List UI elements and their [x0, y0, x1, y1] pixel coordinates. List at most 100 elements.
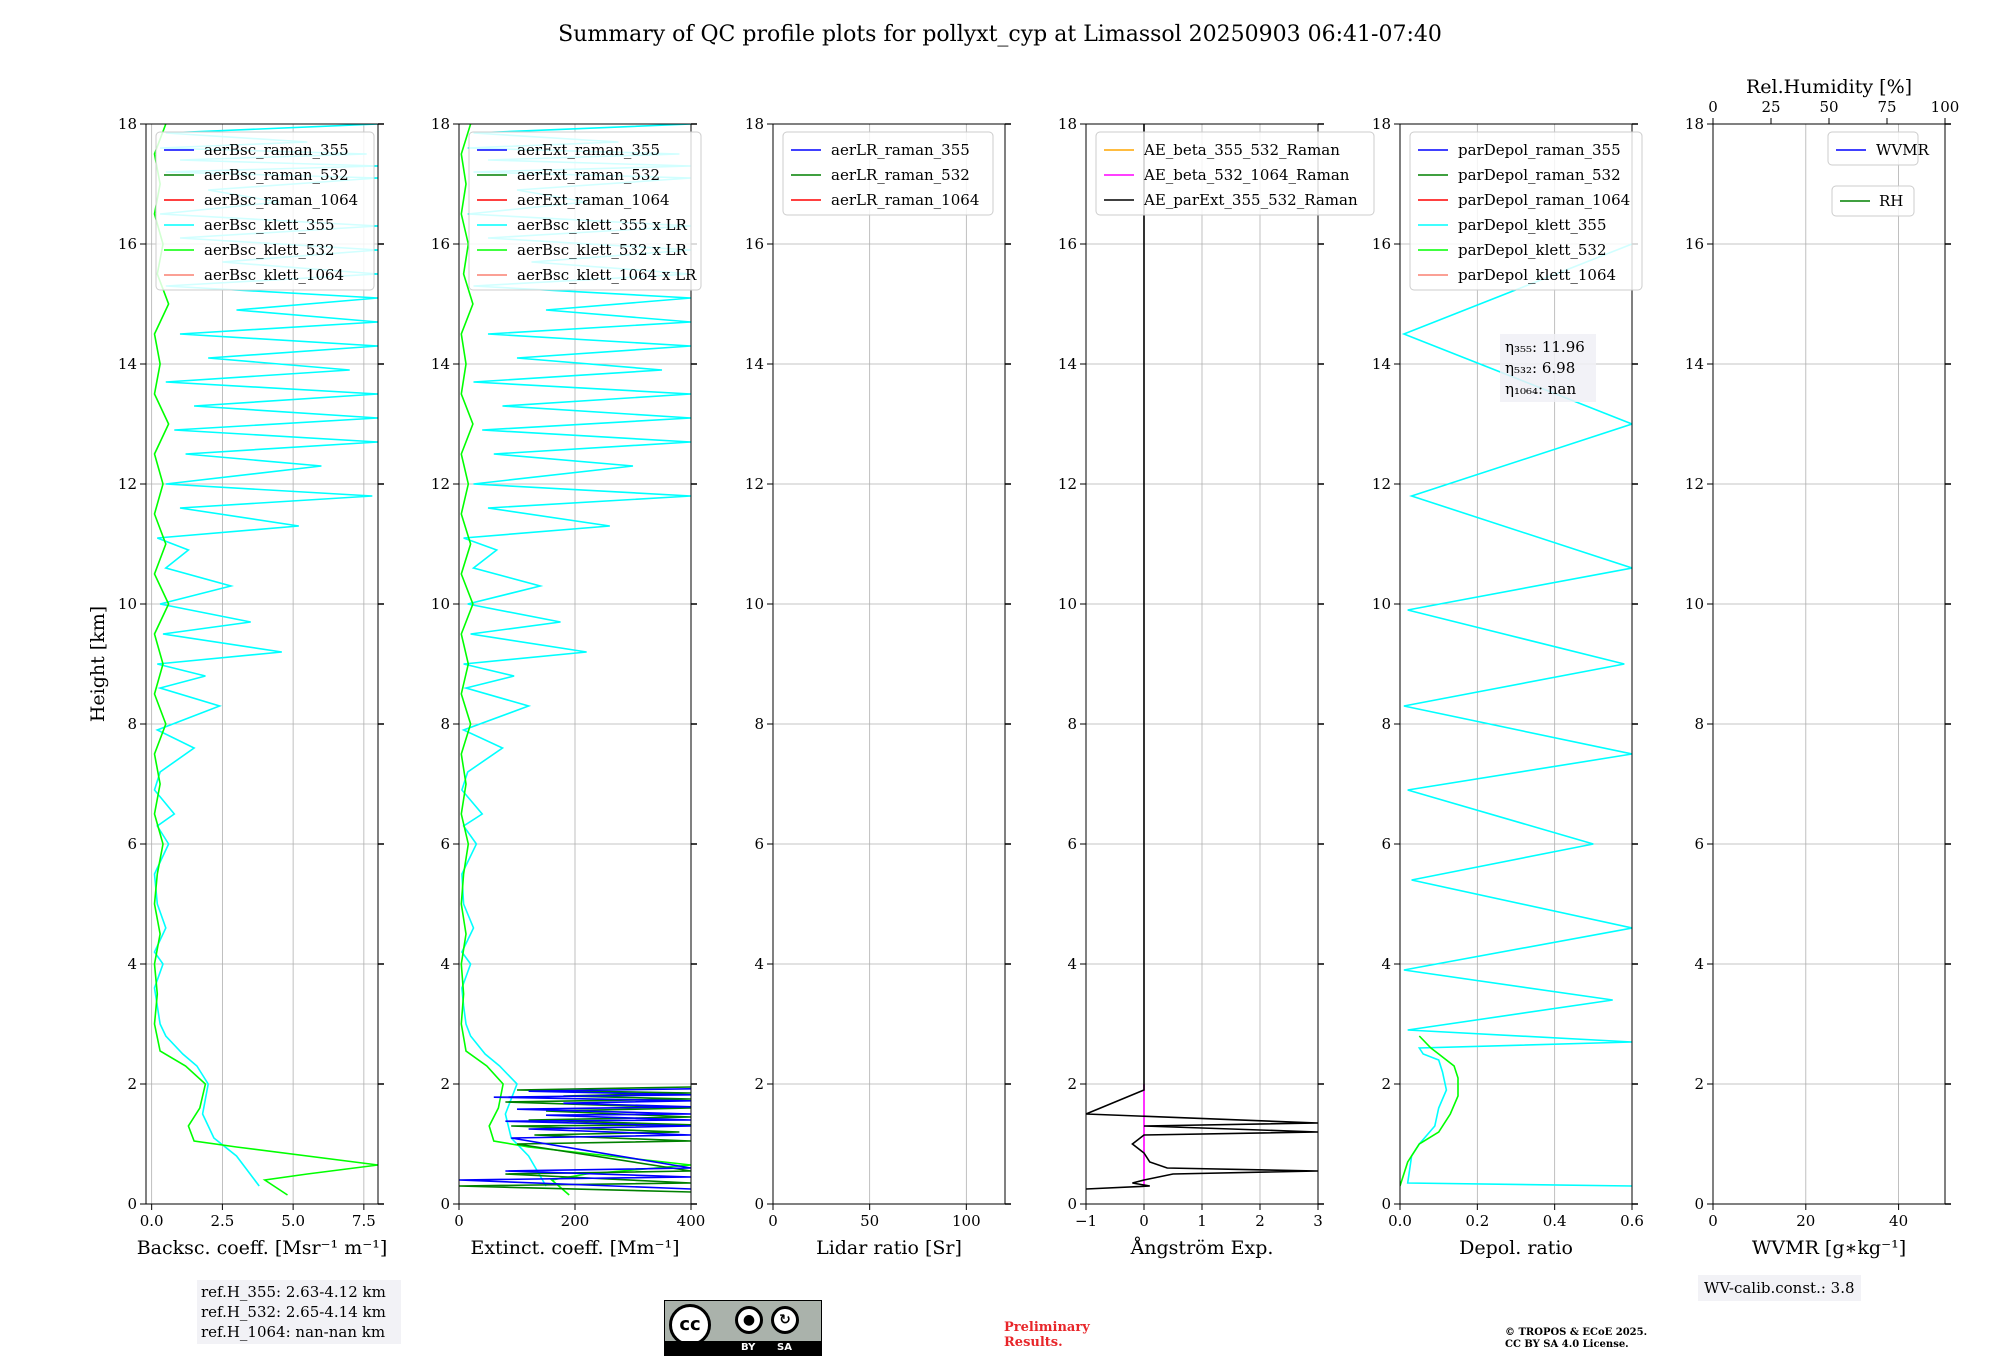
cc-by-label: BY	[741, 1342, 756, 1353]
x-tick-label: 7.5	[352, 1212, 376, 1230]
legend-label: AE_beta_532_1064_Raman	[1143, 166, 1350, 184]
y-tick-label: 4	[754, 955, 764, 973]
x-tick-label: 2	[1255, 1212, 1265, 1230]
legend-box	[1827, 131, 1919, 166]
legend-label: parDepol_raman_355	[1458, 141, 1621, 159]
copyright-line-1: © TROPOS & ECoE 2025.	[1505, 1327, 1648, 1338]
legend-lr: aerLR_raman_355 aerLR_raman_532 aerLR_rama…	[782, 131, 994, 216]
y-tick-label: 18	[1372, 115, 1391, 133]
series-aerBsc_klett_532 x LR	[460, 124, 691, 1196]
y-tick-label: 12	[1685, 475, 1704, 493]
y-tick-label: 6	[440, 835, 450, 853]
y-tick-label: 4	[440, 955, 450, 973]
x-tick-label: 0	[1708, 1212, 1718, 1230]
axes-frame	[772, 123, 1006, 1205]
y-tick-label: 8	[754, 715, 764, 733]
legend-wv: WVMR	[1827, 131, 1930, 166]
y-tick-label: 12	[745, 475, 764, 493]
y-tick-label: 10	[1685, 595, 1704, 613]
legend-box	[1095, 131, 1375, 216]
legend-label: aerLR_raman_355	[831, 141, 970, 159]
ref-height-532: ref.H_532: 2.65-4.14 km	[201, 1303, 386, 1321]
ref-height-355: ref.H_355: 2.63-4.12 km	[201, 1283, 386, 1301]
x-tick-label: 0.0	[1388, 1212, 1412, 1230]
y-tick-label: 16	[1685, 235, 1704, 253]
top-x-tick-label: 0	[1708, 98, 1718, 116]
series-aerBsc_klett_532	[153, 124, 378, 1196]
copyright-line-2: CC BY SA 4.0 License.	[1505, 1339, 1629, 1350]
y-tick-label: 6	[754, 835, 764, 853]
legend-label: aerBsc_raman_532	[204, 166, 349, 184]
y-tick-label: 8	[1694, 715, 1704, 733]
y-tick-label: 12	[1058, 475, 1077, 493]
y-tick-label: 18	[1058, 115, 1077, 133]
x-tick-label: 400	[677, 1212, 706, 1230]
y-tick-label: 8	[440, 715, 450, 733]
preliminary-line-2: Results.	[1004, 1335, 1063, 1350]
cc-license-bar	[665, 1341, 821, 1355]
reference-height-box: ref.H_355: 2.63-4.12 km ref.H_532: 2.65-…	[197, 1280, 401, 1344]
legend-bsc: aerBsc_raman_355 aerBsc_raman_532 aerBsc_r…	[155, 131, 375, 291]
x-tick-label: 2.5	[210, 1212, 234, 1230]
y-tick-label: 0	[1694, 1195, 1704, 1213]
y-tick-label: 0	[1381, 1195, 1391, 1213]
series-parDepol_klett_532	[1400, 1035, 1459, 1187]
copyright-note: © TROPOS & ECoE 2025. CC BY SA 4.0 Licen…	[1505, 1327, 1647, 1351]
legend-label: aerBsc_klett_355	[204, 216, 335, 234]
legend-box	[155, 131, 375, 291]
x-tick-label: 1	[1197, 1212, 1207, 1230]
y-tick-label: 16	[745, 235, 764, 253]
y-tick-label: 14	[1058, 355, 1077, 373]
legend-label: parDepol_klett_532	[1458, 241, 1607, 259]
eta-label: η₁₀₆₄: nan	[1505, 380, 1576, 398]
y-tick-label: 10	[1372, 595, 1391, 613]
x-tick-label: 100	[952, 1212, 981, 1230]
y-tick-label: 2	[440, 1075, 450, 1093]
x-tick-label: −1	[1075, 1212, 1097, 1230]
x-tick-label: 0.4	[1543, 1212, 1567, 1230]
legend-label: aerBsc_klett_1064 x LR	[517, 266, 697, 284]
y-tick-label: 4	[1067, 955, 1077, 973]
x-tick-label: 40	[1889, 1212, 1908, 1230]
y-tick-label: 8	[1381, 715, 1391, 733]
legend-label: aerBsc_klett_532	[204, 241, 335, 259]
legend-label: aerBsc_raman_355	[204, 141, 349, 159]
y-tick-label: 8	[127, 715, 137, 733]
legend-label: aerExt_raman_1064	[517, 191, 670, 209]
legend-label: parDepol_klett_355	[1458, 216, 1607, 234]
x-axis-label: Depol. ratio	[1459, 1237, 1573, 1259]
legend-label: parDepol_raman_532	[1458, 166, 1621, 184]
legend2-box	[1831, 185, 1915, 217]
y-tick-label: 14	[118, 355, 137, 373]
y-tick-label: 18	[118, 115, 137, 133]
legend-label: aerBsc_raman_1064	[204, 191, 358, 209]
panel-ext: 0 2 4 6 8 10 12 14 16 18 0 200 400 Extinct. coeff. [M…	[431, 115, 705, 1259]
x-axis-label: Lidar ratio [Sr]	[816, 1237, 962, 1259]
y-tick-label: 0	[127, 1195, 137, 1213]
top-axis-label: Rel.Humidity [%]	[1746, 76, 1912, 98]
x-tick-label: 3	[1313, 1212, 1323, 1230]
figure-title: Summary of QC profile plots for pollyxt_…	[558, 22, 1442, 47]
y-tick-label: 16	[118, 235, 137, 253]
x-tick-label: 0.0	[140, 1212, 164, 1230]
series-parDepol_klett_355	[1401, 243, 1632, 1187]
y-tick-label: 18	[745, 115, 764, 133]
top-x-tick-label: 25	[1761, 98, 1780, 116]
y-tick-label: 0	[754, 1195, 764, 1213]
x-tick-label: 0	[1139, 1212, 1149, 1230]
legend-label: aerBsc_klett_355 x LR	[517, 216, 688, 234]
panel-dep: 0 2 4 6 8 10 12 14 16 18 0.0 0.2 0.4 0.6 Depol. ratio p…	[1372, 115, 1644, 1259]
eta-label: η₅₃₂: 6.98	[1505, 359, 1575, 377]
by-person-icon: ●	[735, 1306, 763, 1334]
legend-ext: aerExt_raman_355 aerExt_raman_532 aerExt_r…	[468, 131, 702, 291]
x-tick-label: 0.6	[1620, 1212, 1644, 1230]
x-axis-label: WVMR [g∗kg⁻¹]	[1752, 1237, 1906, 1259]
y-tick-label: 16	[1058, 235, 1077, 253]
cc-sa-label: SA	[777, 1342, 792, 1353]
legend2-label: RH	[1879, 192, 1903, 210]
y-tick-label: 16	[431, 235, 450, 253]
y-tick-label: 4	[1694, 955, 1704, 973]
x-tick-label: 50	[860, 1212, 879, 1230]
